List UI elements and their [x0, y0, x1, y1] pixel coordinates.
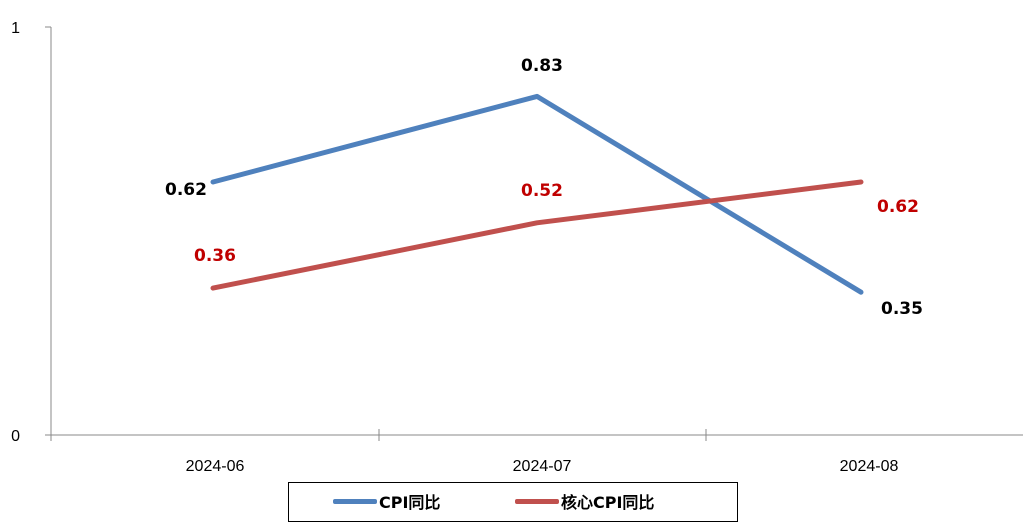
data-label-cpi-1: 0.83 [521, 56, 563, 76]
legend-label-cpi: CPI同比 [379, 493, 441, 512]
x-tick-label-0: 2024-06 [186, 458, 245, 475]
legend-item-cpi: CPI同比 [333, 489, 440, 513]
data-label-core-cpi-1: 0.52 [521, 181, 563, 201]
y-tick-label-bottom: 0 [11, 428, 20, 445]
legend-label-core-cpi: 核心CPI同比 [561, 493, 655, 512]
y-tick-label-top: 1 [11, 20, 20, 37]
x-tick-label-1: 2024-07 [513, 458, 572, 475]
legend-swatch-core-cpi [515, 498, 559, 504]
series-line-core-cpi [210, 179, 864, 291]
data-label-core-cpi-2: 0.62 [877, 197, 919, 217]
legend-swatch-cpi [333, 498, 377, 504]
data-label-cpi-0: 0.62 [165, 180, 207, 200]
x-tick-label-2: 2024-08 [840, 458, 899, 475]
legend-item-core-cpi: 核心CPI同比 [515, 489, 654, 513]
legend: CPI同比 核心CPI同比 [288, 482, 738, 522]
data-label-cpi-2: 0.35 [881, 299, 923, 319]
series-line-cpi [210, 93, 864, 295]
data-label-core-cpi-0: 0.36 [194, 246, 236, 266]
